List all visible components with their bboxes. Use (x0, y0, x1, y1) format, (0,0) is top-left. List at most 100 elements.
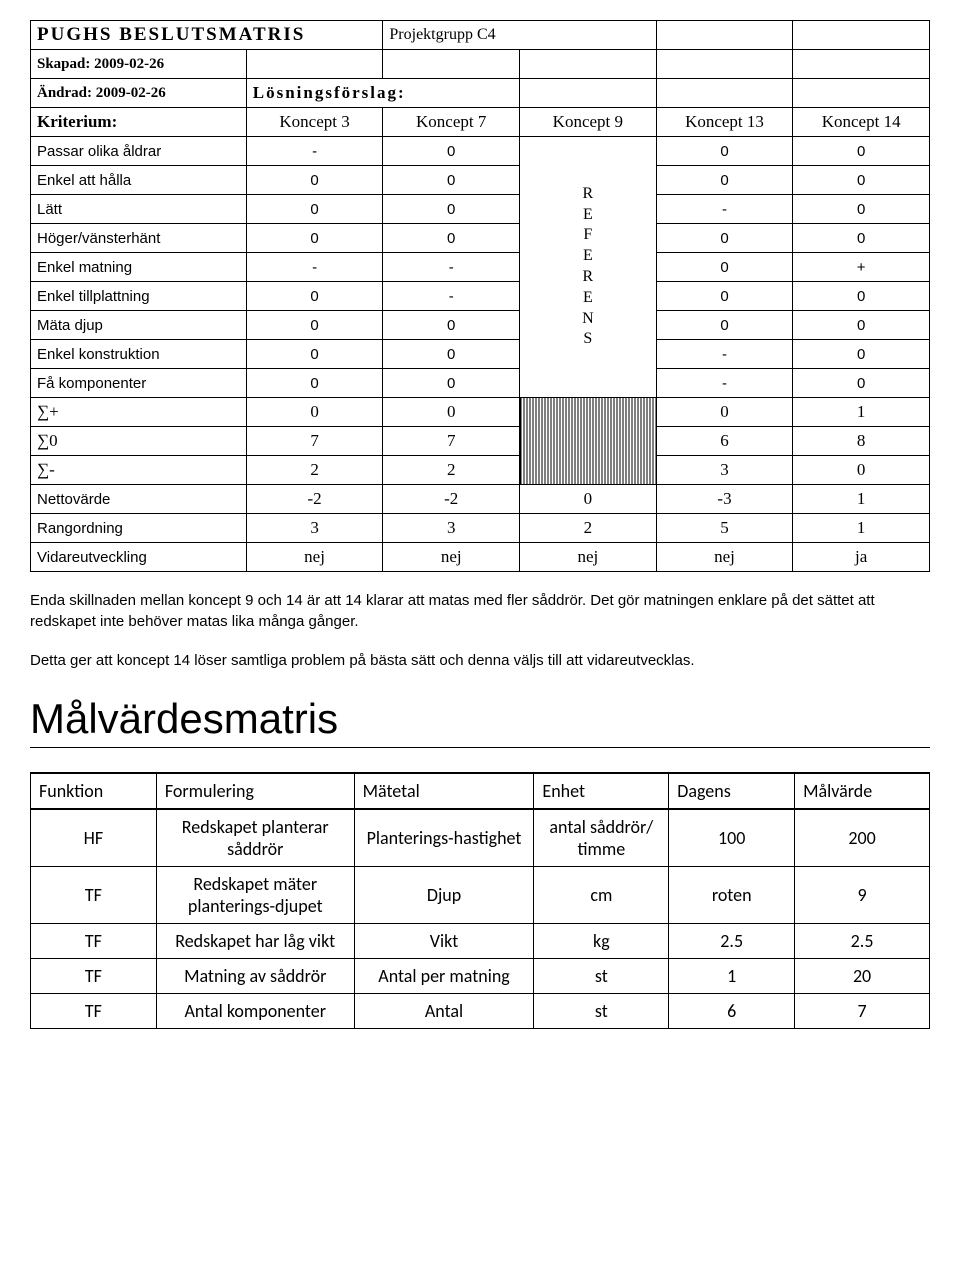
malv-3-0: TF (31, 959, 157, 994)
kriterium-label: Kriterium: (31, 108, 247, 137)
malv-col-2: Mätetal (354, 773, 534, 809)
malv-row-1: TFRedskapet mäter planterings-djupetDjup… (31, 867, 930, 924)
criteria-row-4: Enkel matning--0+ (31, 253, 930, 282)
crit-3-c1: 0 (246, 224, 383, 253)
footer-label-2: Vidareutveckling (31, 543, 247, 572)
pugh-title-row: PUGHS BESLUTSMATRISProjektgrupp C4 (31, 21, 930, 50)
crit-4-c1: - (246, 253, 383, 282)
malv-2-4: 2.5 (669, 924, 795, 959)
crit-6-c1: 0 (246, 311, 383, 340)
crit-3-c4: 0 (656, 224, 793, 253)
criteria-row-6: Mäta djup0000 (31, 311, 930, 340)
sum-label-2: ∑- (31, 456, 247, 485)
footer-2-c4: nej (656, 543, 793, 572)
malv-4-1: Antal komponenter (156, 994, 354, 1029)
criteria-label-5: Enkel tillplattning (31, 282, 247, 311)
crit-2-c4: - (656, 195, 793, 224)
malv-col-1: Formulering (156, 773, 354, 809)
footer-2-c2: nej (383, 543, 520, 572)
crit-3-c5: 0 (793, 224, 930, 253)
malv-3-1: Matning av såddrör (156, 959, 354, 994)
footer-1-c2: 3 (383, 514, 520, 543)
criteria-row-0: Passar olika åldrar-0REFERENS00 (31, 137, 930, 166)
crit-4-c2: - (383, 253, 520, 282)
crit-0-c4: 0 (656, 137, 793, 166)
malv-1-5: 9 (795, 867, 930, 924)
malv-2-5: 2.5 (795, 924, 930, 959)
sum-0-c4: 0 (656, 398, 793, 427)
malv-row-4: TFAntal komponenterAntalst67 (31, 994, 930, 1029)
crit-0-c1: - (246, 137, 383, 166)
malv-row-2: TFRedskapet har låg viktViktkg2.52.5 (31, 924, 930, 959)
sum-2-c4: 3 (656, 456, 793, 485)
malv-3-2: Antal per matning (354, 959, 534, 994)
malv-2-0: TF (31, 924, 157, 959)
malv-col-3: Enhet (534, 773, 669, 809)
paragraph-2: Detta ger att koncept 14 löser samtliga … (30, 650, 930, 671)
referens-cell: REFERENS (520, 137, 657, 398)
footer-2-c3: nej (520, 543, 657, 572)
malv-3-5: 20 (795, 959, 930, 994)
crit-8-c1: 0 (246, 369, 383, 398)
malv-0-4: 100 (669, 809, 795, 867)
crit-1-c2: 0 (383, 166, 520, 195)
footer-0-c2: -2 (383, 485, 520, 514)
footer-row-1: Rangordning33251 (31, 514, 930, 543)
footer-1-c3: 2 (520, 514, 657, 543)
crit-5-c2: - (383, 282, 520, 311)
crit-8-c5: 0 (793, 369, 930, 398)
sum-label-1: ∑0 (31, 427, 247, 456)
malv-header-row: FunktionFormuleringMätetalEnhetDagensMål… (31, 773, 930, 809)
criteria-label-6: Mäta djup (31, 311, 247, 340)
criteria-label-7: Enkel konstruktion (31, 340, 247, 369)
sum-0-c1: 0 (246, 398, 383, 427)
malv-3-4: 1 (669, 959, 795, 994)
malv-0-1: Redskapet planterar såddrör (156, 809, 354, 867)
crit-5-c5: 0 (793, 282, 930, 311)
crit-5-c4: 0 (656, 282, 793, 311)
criteria-row-5: Enkel tillplattning0-00 (31, 282, 930, 311)
footer-1-c1: 3 (246, 514, 383, 543)
sum-row-2: ∑-2230 (31, 456, 930, 485)
crit-3-c2: 0 (383, 224, 520, 253)
sum-label-0: ∑+ (31, 398, 247, 427)
malv-0-2: Planterings-hastighet (354, 809, 534, 867)
malv-1-1: Redskapet mäter planterings-djupet (156, 867, 354, 924)
footer-0-c3: 0 (520, 485, 657, 514)
crit-7-c1: 0 (246, 340, 383, 369)
sum-1-c4: 6 (656, 427, 793, 456)
footer-row-2: Vidareutvecklingnejnejnejnejja (31, 543, 930, 572)
crit-5-c1: 0 (246, 282, 383, 311)
malv-col-5: Målvärde (795, 773, 930, 809)
footer-label-1: Rangordning (31, 514, 247, 543)
crit-7-c4: - (656, 340, 793, 369)
pugh-header-row: Kriterium:Koncept 3Koncept 7Koncept 9Kon… (31, 108, 930, 137)
criteria-label-4: Enkel matning (31, 253, 247, 282)
pugh-losning: Lösningsförslag: (246, 79, 519, 108)
crit-2-c2: 0 (383, 195, 520, 224)
criteria-label-0: Passar olika åldrar (31, 137, 247, 166)
criteria-row-3: Höger/vänsterhänt0000 (31, 224, 930, 253)
crit-2-c5: 0 (793, 195, 930, 224)
crit-4-c4: 0 (656, 253, 793, 282)
malv-3-3: st (534, 959, 669, 994)
pugh-title: PUGHS BESLUTSMATRIS (31, 21, 383, 50)
sum-hatched-cell (520, 398, 657, 485)
malv-4-5: 7 (795, 994, 930, 1029)
pugh-changed-row: Ändrad: 2009-02-26Lösningsförslag: (31, 79, 930, 108)
malv-4-2: Antal (354, 994, 534, 1029)
crit-1-c4: 0 (656, 166, 793, 195)
malv-0-0: HF (31, 809, 157, 867)
malv-2-2: Vikt (354, 924, 534, 959)
malv-1-2: Djup (354, 867, 534, 924)
malv-4-0: TF (31, 994, 157, 1029)
crit-7-c2: 0 (383, 340, 520, 369)
crit-6-c4: 0 (656, 311, 793, 340)
concept-head-4: Koncept 14 (793, 108, 930, 137)
footer-0-c1: -2 (246, 485, 383, 514)
crit-6-c2: 0 (383, 311, 520, 340)
sum-2-c1: 2 (246, 456, 383, 485)
pugh-changed: Ändrad: 2009-02-26 (31, 79, 247, 108)
crit-8-c2: 0 (383, 369, 520, 398)
crit-6-c5: 0 (793, 311, 930, 340)
